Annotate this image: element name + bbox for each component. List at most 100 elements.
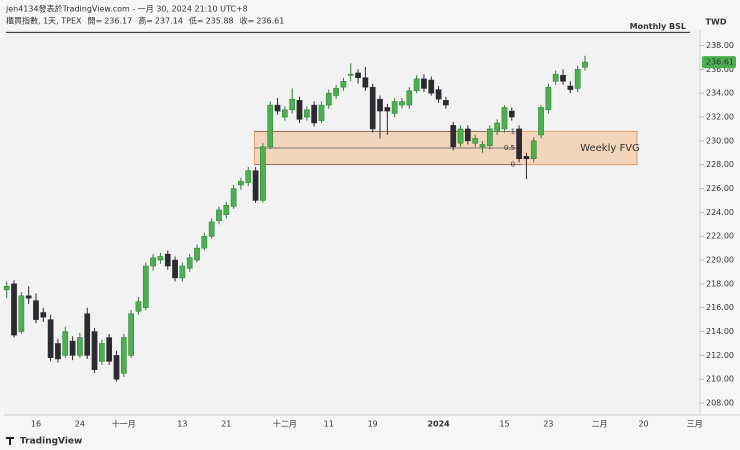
candle-body <box>399 101 405 106</box>
candle-body <box>347 73 354 76</box>
x-tick-label: 三月 <box>687 420 703 429</box>
candle-body <box>486 128 493 146</box>
last-price-label: 236.61 <box>706 58 734 67</box>
candle-body <box>384 107 391 112</box>
candle-body <box>91 331 98 370</box>
candle-body <box>194 247 200 261</box>
x-tick-label: 2024 <box>427 420 450 429</box>
last-price-tag <box>702 56 736 69</box>
candle-body <box>164 253 171 267</box>
candle-body <box>84 313 91 356</box>
candle-body <box>186 257 193 269</box>
candle-body <box>47 319 54 359</box>
candle-body <box>369 86 376 130</box>
candle-body <box>479 144 486 148</box>
y-tick-label: 224.00 <box>706 208 734 217</box>
branding: TradingView <box>20 437 82 447</box>
x-tick-label: 19 <box>368 420 378 429</box>
candle-body <box>25 295 32 299</box>
y-tick-label: 234.00 <box>706 89 734 98</box>
candle-body <box>260 146 266 201</box>
y-tick-label: 222.00 <box>706 232 734 241</box>
candle-body <box>179 265 186 279</box>
candle-body <box>501 107 508 130</box>
header-text: 237.14 <box>155 17 183 26</box>
candle-body <box>560 75 566 82</box>
candle-body <box>362 77 369 88</box>
header-text: 低= <box>189 16 204 26</box>
candle-body <box>3 286 10 291</box>
header-text: 開= <box>88 17 103 26</box>
x-tick-label: 十二月 <box>273 419 297 429</box>
x-tick-label: 15 <box>499 420 509 429</box>
candle-body <box>296 100 303 120</box>
candle-body <box>377 98 383 112</box>
candle-body <box>303 109 310 118</box>
y-tick-label: 208.00 <box>706 399 734 408</box>
candle-body <box>128 313 134 356</box>
candle-body <box>552 73 559 82</box>
candle-body <box>99 343 105 362</box>
candle-body <box>223 204 230 216</box>
candle-body <box>428 79 435 94</box>
y-tick-label: 210.00 <box>706 375 734 384</box>
candle-body <box>245 170 252 183</box>
candle-body <box>494 122 500 132</box>
candle-body <box>450 125 457 148</box>
candle-body <box>567 85 574 90</box>
candle-body <box>523 156 530 159</box>
candle-body <box>582 61 588 68</box>
x-tick-label: 20 <box>638 420 648 429</box>
candle-body <box>55 343 61 360</box>
brand-logo <box>6 437 14 445</box>
candle-body <box>289 98 296 111</box>
candle-body <box>508 110 515 118</box>
candle-body <box>516 128 522 159</box>
candle-body <box>465 128 471 142</box>
y-tick-label: 218.00 <box>706 279 734 288</box>
candle-body <box>208 221 215 237</box>
candle-body <box>238 181 244 186</box>
bsl-label: Monthly BSL <box>630 22 686 31</box>
candle-body <box>274 104 281 112</box>
candle-body <box>40 312 47 318</box>
candle-body <box>318 104 325 121</box>
candle-body <box>311 104 317 124</box>
candle-body <box>530 140 537 159</box>
candle-body <box>574 69 581 89</box>
x-tick-label: 23 <box>543 420 553 429</box>
x-tick-label: 13 <box>177 420 187 429</box>
y-tick-label: 212.00 <box>706 351 734 360</box>
header-text: 236.61 <box>256 17 284 26</box>
currency: TWD <box>706 18 727 27</box>
x-tick-label: 十一月 <box>112 419 136 429</box>
header-text: 235.88 <box>206 17 234 26</box>
y-tick-label: 236.00 <box>706 65 734 74</box>
author-line: jen4134發表於TradingView.com - 一月 30, 2024 … <box>5 4 248 14</box>
fvg-label: Weekly FVG <box>580 143 640 154</box>
y-tick-label: 214.00 <box>706 327 734 336</box>
candle-body <box>421 78 427 89</box>
fib-label: 1 <box>511 127 515 135</box>
candle-body <box>142 265 149 308</box>
y-tick-label: 216.00 <box>706 303 734 312</box>
candle-body <box>282 109 288 118</box>
candle-body <box>340 81 347 88</box>
fib-label: 0 <box>511 161 515 169</box>
candle-body <box>538 107 544 136</box>
fib-label: 0.5 <box>504 144 515 152</box>
y-tick-label: 230.00 <box>706 136 734 145</box>
y-tick-label: 226.00 <box>706 184 734 193</box>
x-tick-label: 21 <box>221 420 231 429</box>
candle-body <box>113 355 120 380</box>
y-tick-label: 220.00 <box>706 256 734 265</box>
header-text: 收= <box>240 16 255 26</box>
candle-body <box>443 100 449 106</box>
candle-body <box>106 337 113 362</box>
candle-body <box>406 90 413 106</box>
plot-area <box>4 30 700 415</box>
header-text: 高= <box>138 16 153 26</box>
x-tick-label: 16 <box>31 420 41 429</box>
candle-body <box>391 101 398 114</box>
